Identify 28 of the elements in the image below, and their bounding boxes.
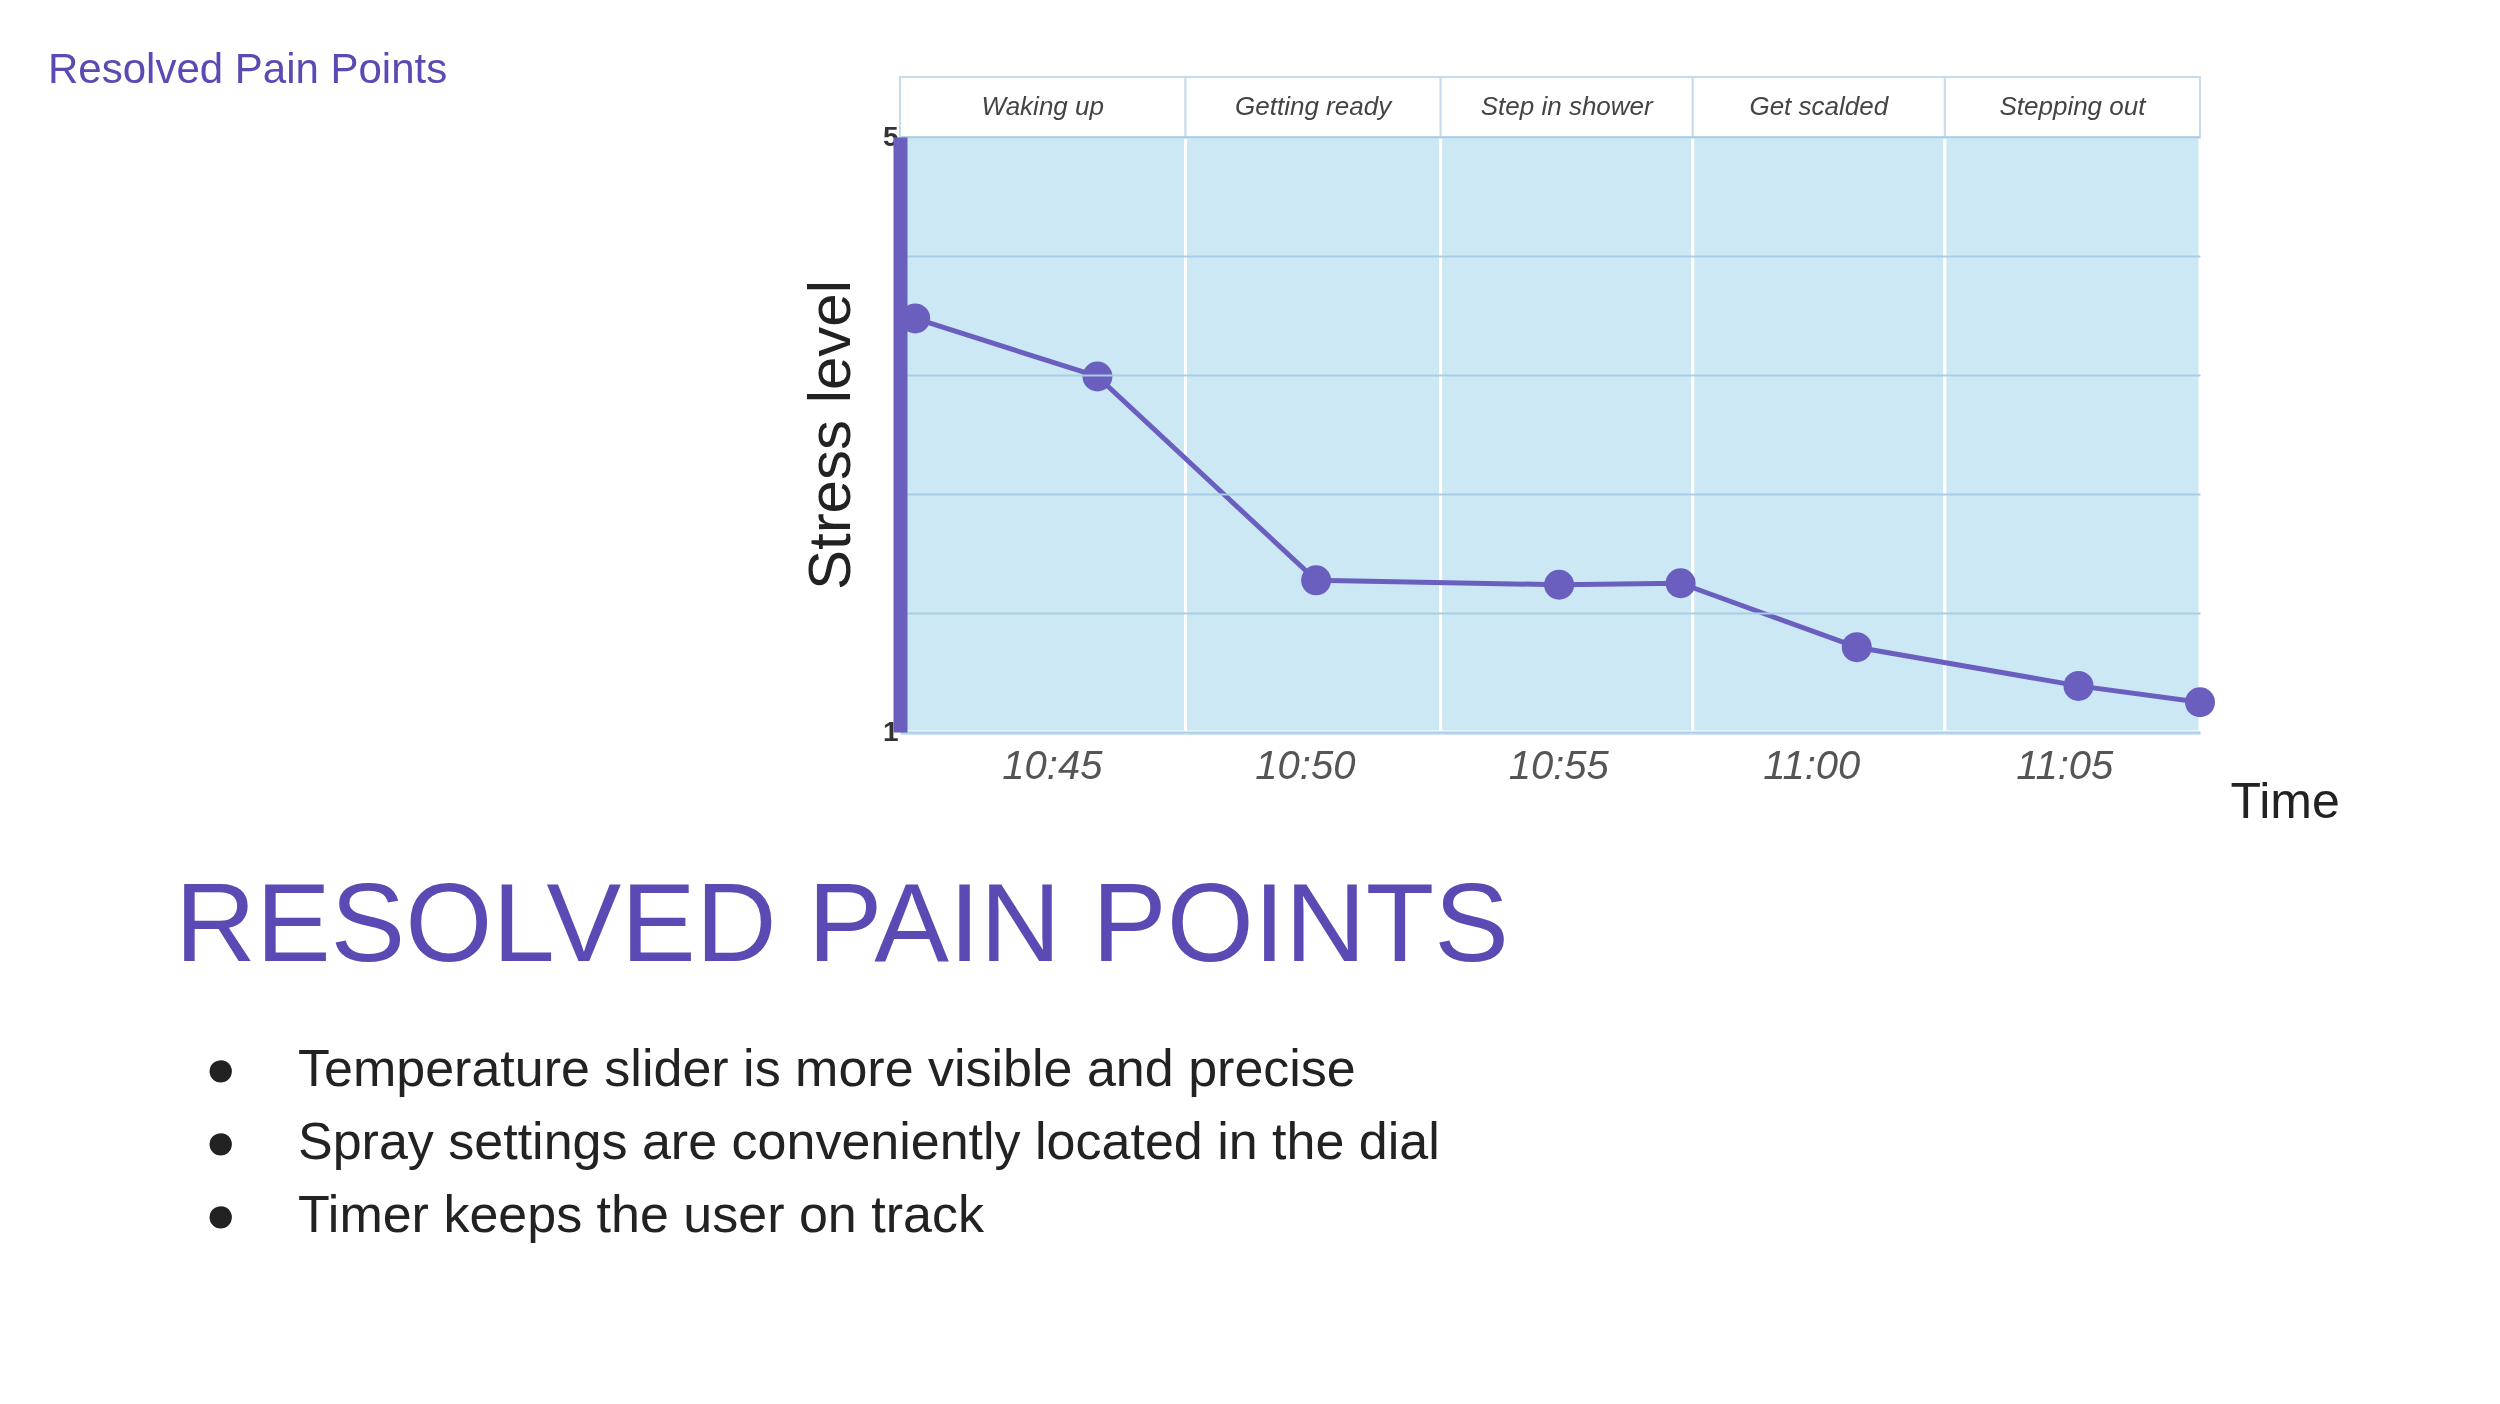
- text: Resolved Pain Points: [48, 45, 448, 92]
- text: ●: [205, 1112, 237, 1170]
- point: [1841, 632, 1872, 663]
- y-tick-label: 1: [882, 715, 899, 747]
- text: ●: [205, 1185, 237, 1243]
- x-tick-label: 10:50: [1255, 742, 1356, 787]
- band-label: Waking up: [981, 91, 1104, 121]
- x-tick-label: 11:05: [2016, 742, 2115, 787]
- text: Timer keeps the user on track: [298, 1185, 985, 1243]
- point: [1082, 361, 1113, 392]
- band-label: Stepping out: [1999, 91, 2148, 121]
- x-tick-label: 10:55: [1508, 742, 1610, 787]
- x-axis-title: Time: [2230, 772, 2340, 829]
- text: RESOLVED PAIN POINTS: [175, 860, 1509, 985]
- point: [1544, 569, 1575, 600]
- text: ●: [205, 1039, 237, 1097]
- x-tick-label: 11:00: [1763, 742, 1861, 787]
- x-tick-label: 10:45: [1002, 742, 1104, 787]
- point: [2063, 670, 2094, 701]
- band-label: Getting ready: [1235, 91, 1394, 121]
- text: Temperature slider is more visible and precise: [298, 1039, 1356, 1097]
- y-axis-title: Stress level: [795, 279, 863, 591]
- point: [2185, 687, 2215, 718]
- text: Spray settings are conveniently located in the dial: [298, 1112, 1440, 1170]
- band-label: Step in shower: [1480, 91, 1655, 121]
- point: [1301, 565, 1332, 596]
- band-label: Get scalded: [1749, 91, 1890, 121]
- point: [1665, 568, 1696, 599]
